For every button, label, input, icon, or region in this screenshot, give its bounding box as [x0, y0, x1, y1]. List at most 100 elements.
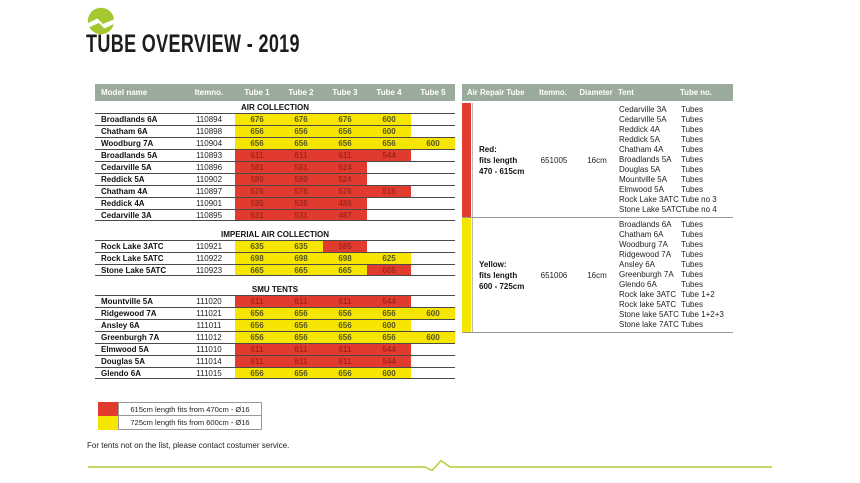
itemno-cell: 110895 — [195, 211, 223, 220]
tube-no: Tubes — [681, 270, 703, 279]
tent-row: Mountville 5A Tubes — [619, 175, 734, 185]
group-color-bar — [462, 103, 471, 217]
tube-cell: 487 — [323, 210, 367, 220]
tube-cell: 576 — [279, 186, 323, 197]
itemno-cell: 110922 — [195, 254, 223, 263]
model-name-cell: Elmwood 5A — [101, 345, 150, 354]
itemno-cell: 111012 — [196, 333, 222, 342]
tube-cell: 600 — [411, 308, 455, 319]
itemno-cell: 110921 — [195, 242, 223, 251]
tube-cell: 656 — [323, 126, 367, 137]
legend-row: 725cm length fits from 600cm - Ø16 — [98, 416, 262, 430]
tube-cell: 656 — [235, 332, 279, 343]
group-label-line: 600 - 725cm — [479, 281, 525, 291]
model-row: Stone Lake 5ATC 110923 665 665 665 605 — [95, 264, 455, 276]
tube-cell: 656 — [235, 126, 279, 137]
itemno-cell: 110901 — [195, 199, 223, 208]
tent-name: Greenburgh 7A — [619, 270, 674, 279]
tent-row: Stone Lake 5ATC Tube no 4 — [619, 205, 734, 215]
tent-row: Chatham 4A Tubes — [619, 145, 734, 155]
model-name-cell: Chatham 6A — [101, 127, 148, 136]
tent-name: Elmwood 5A — [619, 185, 664, 194]
tube-no: Tube 1+2 — [681, 290, 715, 299]
tube-cell: 611 — [235, 150, 279, 161]
tube-cell: 581 — [279, 162, 323, 173]
itemno-cell: 110898 — [195, 127, 223, 136]
tent-name: Chatham 6A — [619, 230, 664, 239]
legend-swatch — [98, 402, 118, 416]
air-repair-table-header: Air Repair Tube Itemno. Diameter Tent Tube n… — [462, 84, 733, 101]
model-row: Chatham 4A 110897 576 576 576 516 — [95, 185, 455, 197]
itemno-cell: 111011 — [196, 321, 222, 330]
tube-cell: 676 — [235, 114, 279, 125]
tube-cell: 524 — [323, 174, 367, 185]
tube-cell: 698 — [279, 253, 323, 264]
tube-cell: 611 — [323, 296, 367, 307]
tube-cell: 611 — [235, 344, 279, 355]
tube-cell — [411, 114, 455, 125]
tube-cell: 656 — [323, 320, 367, 331]
tube-cell: 656 — [323, 368, 367, 378]
model-name-cell: Greenburgh 7A — [101, 333, 160, 342]
tube-cell: 600 — [367, 126, 411, 137]
tube-cell: 605 — [367, 265, 411, 275]
repair-header-cell: Itemno. — [539, 88, 567, 97]
model-name-cell: Ansley 6A — [101, 321, 140, 330]
tent-name: Rock lake 3ATC — [619, 290, 677, 299]
itemno-cell: 111014 — [196, 357, 222, 366]
page-title: TUBE OVERVIEW - 2019 — [86, 30, 300, 58]
tent-row: Chatham 6A Tubes — [619, 230, 734, 240]
tent-name: Rock Lake 3ATC — [619, 195, 679, 204]
left-header-cell: Tube 2 — [288, 88, 314, 97]
tube-cell: 656 — [279, 138, 323, 149]
tube-no: Tubes — [681, 185, 703, 194]
table-section: IMPERIAL AIR COLLECTION Rock Lake 3ATC 110… — [95, 228, 455, 276]
tent-name: Stone lake 7ATC — [619, 320, 679, 329]
model-row: Mountville 5A 111020 611 611 611 544 — [95, 295, 455, 307]
tube-cell: 665 — [323, 265, 367, 275]
tube-no: Tubes — [681, 175, 703, 184]
left-header-cell: Model name — [101, 88, 148, 97]
tent-name: Cedarville 3A — [619, 105, 667, 114]
tube-no: Tubes — [681, 135, 703, 144]
tent-list: Broadlands 6A Tubes Chatham 6A Tubes Woodbur… — [619, 220, 734, 330]
tube-cell: 665 — [279, 265, 323, 275]
model-name-cell: Broadlands 5A — [101, 151, 158, 160]
tube-cell: 581 — [235, 162, 279, 173]
tube-cell — [367, 162, 411, 173]
left-header-cell: Tube 1 — [244, 88, 270, 97]
tube-cell: 625 — [367, 253, 411, 264]
tent-row: Glendo 6A Tubes — [619, 280, 734, 290]
tube-cell: 665 — [235, 265, 279, 275]
tube-no: Tubes — [681, 125, 703, 134]
model-row: Glendo 6A 111015 656 656 656 600 — [95, 367, 455, 379]
tube-cell: 656 — [367, 138, 411, 149]
model-tube-table: Model name Itemno. Tube 1 Tube 2 Tube 3 Tube … — [95, 84, 455, 379]
tube-cell: 585 — [323, 241, 367, 252]
tube-cell: 544 — [367, 150, 411, 161]
tube-cell: 544 — [367, 296, 411, 307]
model-row: Rock Lake 3ATC 110921 635 635 585 — [95, 240, 455, 252]
tube-cell: 600 — [367, 368, 411, 378]
tube-cell: 611 — [323, 150, 367, 161]
section-title: AIR COLLECTION — [241, 103, 309, 112]
repair-header-cell: Tent — [618, 88, 634, 97]
tube-no: Tubes — [681, 260, 703, 269]
itemno-cell: 111020 — [196, 297, 222, 306]
tent-name: Stone Lake 5ATC — [619, 205, 681, 214]
tent-row: Rock lake 3ATC Tube 1+2 — [619, 290, 734, 300]
model-table-header: Model name Itemno. Tube 1 Tube 2 Tube 3 Tube … — [95, 84, 455, 101]
left-header-cell: Itemno. — [194, 88, 224, 97]
itemno-cell: 111015 — [196, 369, 222, 378]
model-row: Reddick 5A 110902 580 580 524 — [95, 173, 455, 185]
tube-cell: 635 — [235, 241, 279, 252]
tent-name: Glendo 6A — [619, 280, 657, 289]
model-name-cell: Douglas 5A — [101, 357, 146, 366]
tube-cell — [367, 198, 411, 209]
tube-cell: 656 — [323, 308, 367, 319]
tube-cell: 600 — [411, 332, 455, 343]
tent-row: Cedarville 3A Tubes — [619, 105, 734, 115]
legend: 615cm length fits from 470cm - Ø16 725cm … — [98, 402, 262, 430]
tent-row: Douglas 5A Tubes — [619, 165, 734, 175]
legend-swatch — [98, 416, 118, 430]
